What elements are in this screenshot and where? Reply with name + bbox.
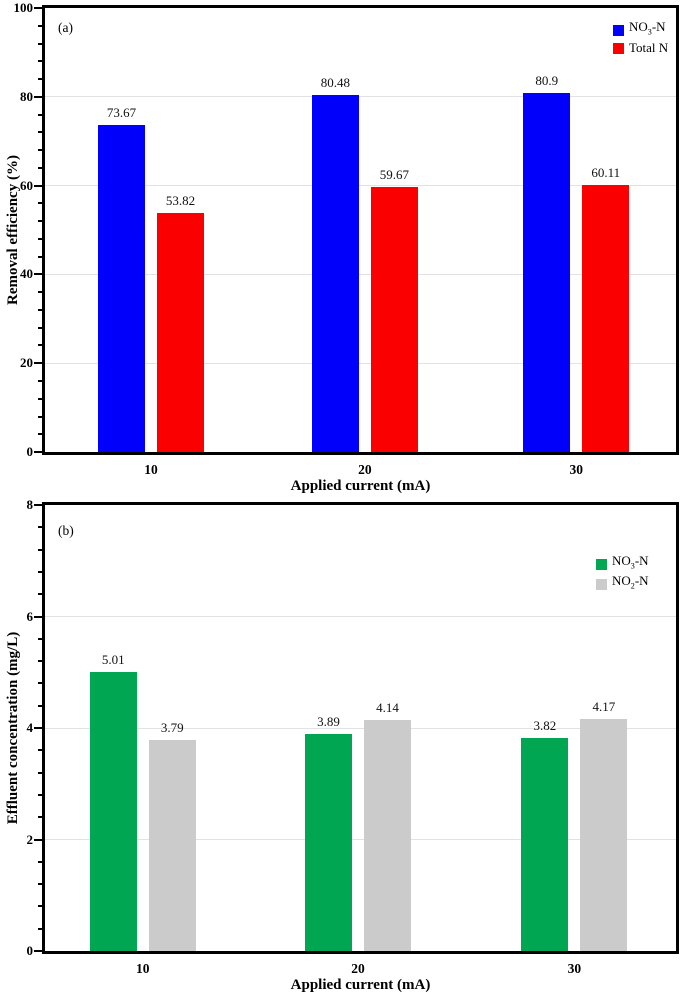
- y-tick-label: 100: [13, 0, 34, 15]
- y-tick-label: 0: [26, 943, 34, 958]
- x-tick-label: 30: [569, 462, 584, 477]
- panel-label-b: (b): [58, 523, 74, 538]
- y-major-tick: [34, 451, 42, 453]
- y-axis-title-b: Effluent concentration (mg/L): [5, 631, 21, 825]
- x-tick-label: 10: [144, 462, 158, 477]
- plot-area-a: [42, 5, 679, 455]
- y-major-tick: [34, 95, 42, 98]
- y-axis-title-a: Removal efficiency (%): [5, 155, 21, 305]
- x-axis-title-a: Applied current (mA): [290, 478, 431, 494]
- y-major-tick: [34, 615, 42, 618]
- x-tick-label: 20: [358, 462, 372, 477]
- y-major-tick: [34, 504, 42, 506]
- panel-label-a: (a): [58, 20, 73, 35]
- y-major-tick: [34, 184, 42, 187]
- y-tick-label: 8: [26, 497, 34, 512]
- y-major-tick: [34, 727, 42, 729]
- x-tick-label: 10: [136, 961, 150, 976]
- y-major-tick: [34, 362, 42, 365]
- y-major-tick: [34, 7, 42, 9]
- plot-area-b: [42, 502, 679, 954]
- y-major-tick: [34, 838, 42, 841]
- x-tick-label: 20: [351, 961, 365, 976]
- y-major-tick: [34, 950, 42, 952]
- x-tick-label: 30: [567, 961, 582, 976]
- x-axis-title-b: Applied current (mA): [290, 977, 431, 993]
- y-tick-label: 0: [26, 444, 34, 459]
- y-major-tick: [34, 273, 42, 276]
